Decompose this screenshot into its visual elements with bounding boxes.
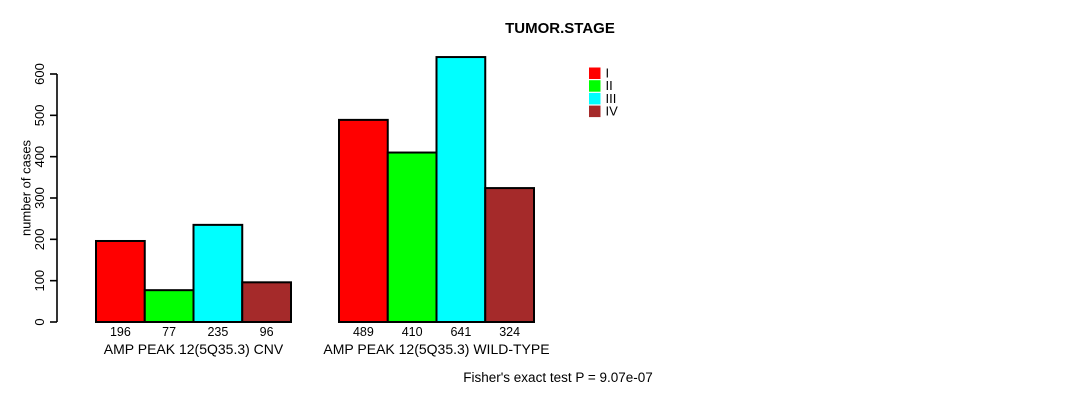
x-category-label: AMP PEAK 12(5Q35.3) WILD-TYPE — [323, 341, 549, 357]
chart-title: TUMOR.STAGE — [505, 20, 615, 37]
bar-IV-group1 — [241, 281, 292, 324]
legend-label: II — [606, 78, 613, 93]
legend-label: IV — [606, 104, 619, 119]
y-tick-label: 0 — [32, 318, 47, 325]
legend-label: I — [606, 66, 610, 81]
y-tick-label: 500 — [32, 104, 47, 126]
y-tick-label: 100 — [32, 270, 47, 292]
bar-value-label: 96 — [260, 325, 274, 339]
y-tick-label: 600 — [32, 63, 47, 85]
legend-swatch-IV — [589, 105, 601, 118]
legend-swatch-II — [589, 80, 601, 92]
bar-value-label: 489 — [353, 325, 374, 339]
x-category-label: AMP PEAK 12(5Q35.3) CNV — [104, 341, 284, 357]
bar-III-group2 — [435, 56, 487, 323]
bar-IV-group2 — [484, 187, 535, 323]
bar-value-label: 641 — [450, 325, 471, 339]
bar-II-group1 — [143, 289, 195, 324]
y-tick-label: 200 — [32, 228, 47, 250]
bar-value-label: 324 — [499, 325, 520, 339]
bar-III-group1 — [192, 223, 244, 323]
fisher-test-annotation: Fisher's exact test P = 9.07e-07 — [463, 370, 653, 385]
bar-I-group1 — [95, 239, 146, 323]
legend-swatch-I — [589, 67, 601, 79]
bar-value-label: 410 — [402, 325, 423, 339]
legend-label: III — [606, 91, 617, 106]
bar-value-label: 196 — [110, 325, 131, 339]
y-axis-title: number of cases — [18, 139, 34, 237]
y-tick-label: 400 — [32, 146, 47, 168]
legend-swatch-III — [589, 92, 601, 105]
bar-II-group2 — [386, 151, 438, 323]
bar-value-label: 77 — [162, 325, 176, 339]
y-tick-label: 300 — [32, 187, 47, 209]
bar-value-label: 235 — [207, 325, 228, 339]
bar-I-group2 — [338, 118, 389, 323]
